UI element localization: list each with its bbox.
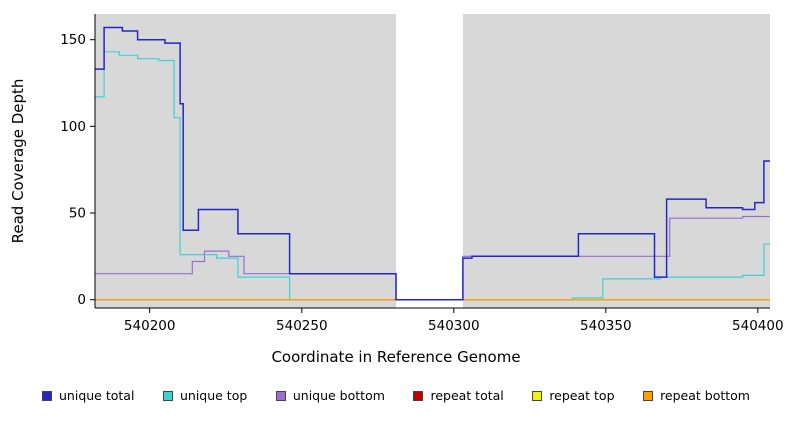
legend-swatch: [413, 390, 424, 401]
legend: unique total unique top unique bottom repea…: [42, 388, 750, 403]
y-axis-title: Read Coverage Depth: [9, 79, 27, 244]
chart-svg: 540200 540250 540300 540350 540400 0 50 100 150 R…: [9, 14, 784, 334]
x-tick-label: 540350: [580, 318, 632, 334]
legend-item: repeat bottom: [643, 388, 750, 403]
legend-item: unique total: [42, 388, 134, 403]
legend-label: unique bottom: [292, 388, 385, 403]
legend-swatch: [42, 390, 52, 401]
x-tick-label: 540400: [732, 318, 784, 334]
legend-item: repeat top: [532, 388, 615, 403]
x-tick-label: 540250: [276, 318, 328, 334]
legend-item: unique top: [162, 388, 248, 403]
legend-label: repeat total: [430, 388, 504, 403]
x-tick-label: 540300: [428, 318, 480, 334]
legend-item: repeat total: [413, 388, 504, 403]
coverage-chart: 540200 540250 540300 540350 540400 0 50 100 150 R…: [9, 14, 784, 403]
y-tick-label: 150: [60, 32, 86, 48]
x-axis-title: Coordinate in Reference Genome: [271, 348, 521, 366]
legend-swatch: [643, 390, 654, 401]
legend-swatch: [162, 390, 173, 401]
y-tick-label: 0: [77, 292, 86, 308]
legend-label: repeat bottom: [660, 388, 750, 403]
legend-swatch: [275, 390, 286, 401]
x-tick-label: 540200: [124, 318, 176, 334]
coverage-gap-region: [396, 14, 463, 308]
legend-label: unique total: [59, 388, 135, 403]
series-unique-total: [95, 26, 770, 301]
y-tick-label: 100: [60, 119, 86, 135]
legend-item: unique bottom: [275, 388, 385, 403]
legend-label: repeat top: [549, 388, 615, 403]
legend-label: unique top: [179, 388, 248, 403]
y-tick-label: 50: [69, 206, 86, 222]
legend-swatch: [532, 390, 543, 401]
series-unique-top: [95, 51, 770, 301]
